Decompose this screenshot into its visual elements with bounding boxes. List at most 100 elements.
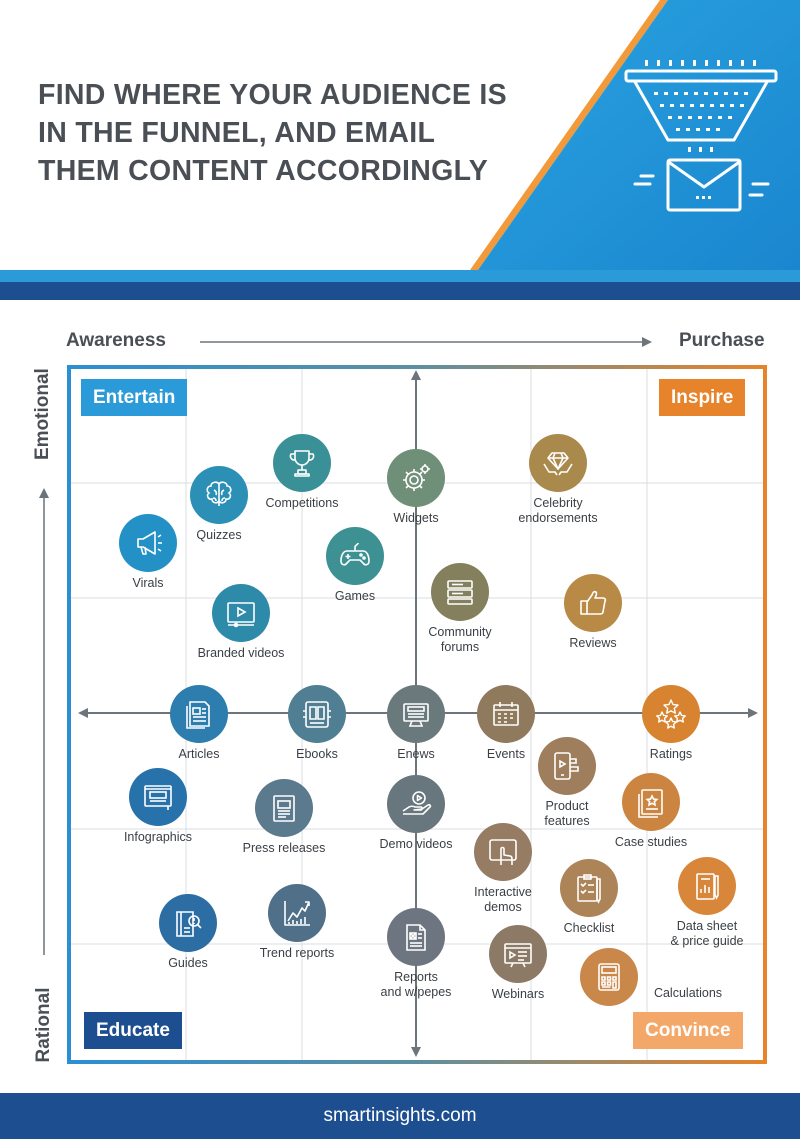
title-line: IN THE FUNNEL, AND EMAIL xyxy=(38,117,436,149)
content-node[interactable]: Ebooks xyxy=(237,685,397,762)
content-node[interactable]: Press releases xyxy=(204,779,364,856)
ebook-icon xyxy=(303,701,331,728)
quadrant-label-entertain: Entertain xyxy=(81,379,188,416)
node-circle xyxy=(129,768,187,826)
footer-site-link[interactable]: smartinsights.com xyxy=(323,1105,477,1126)
content-node[interactable]: Quizzes xyxy=(139,466,299,543)
checklist-icon xyxy=(577,874,601,904)
trend-chart-icon xyxy=(284,901,310,926)
axis-label-rational: Rational xyxy=(33,987,54,1063)
content-node[interactable]: Webinars xyxy=(438,925,598,1002)
node-label: Infographics xyxy=(123,830,193,844)
content-node[interactable]: Interactive demos xyxy=(423,823,583,914)
node-circle xyxy=(529,434,587,492)
content-node[interactable]: Demo videos xyxy=(336,775,496,852)
tablet-touch-icon xyxy=(489,839,517,865)
title-line: FIND WHERE YOUR AUDIENCE IS xyxy=(38,79,507,111)
content-node[interactable]: Community forums xyxy=(380,563,540,654)
content-node[interactable]: Widgets xyxy=(336,449,496,526)
phone-features-icon xyxy=(554,752,579,780)
content-node[interactable]: Reports and w/pepes xyxy=(336,908,496,999)
node-label: Events xyxy=(486,747,526,761)
webinar-icon xyxy=(504,943,532,968)
content-node[interactable]: Calculations xyxy=(540,948,722,1010)
axis-label-awareness: Awareness xyxy=(66,330,166,351)
funnel-icon xyxy=(624,69,778,212)
node-label: Articles xyxy=(178,747,220,761)
node-circle xyxy=(560,859,618,917)
node-label: Checklist xyxy=(563,921,615,935)
node-circle xyxy=(387,685,445,743)
diamond-hands-icon xyxy=(543,452,573,476)
content-node[interactable]: Data sheet & price guide xyxy=(627,857,787,948)
calendar-icon xyxy=(493,702,519,726)
content-node[interactable]: Case studies xyxy=(571,773,731,850)
node-circle xyxy=(387,449,445,507)
node-label: Reviews xyxy=(569,636,617,650)
node-label: Trend reports xyxy=(259,946,335,960)
node-circle xyxy=(387,775,445,833)
quadrant-label-inspire: Inspire xyxy=(659,379,746,416)
content-node[interactable]: Product features xyxy=(487,737,647,828)
gear-icon xyxy=(403,464,430,491)
node-label: Guides xyxy=(168,956,208,970)
case-study-icon xyxy=(638,789,663,818)
node-circle xyxy=(538,737,596,795)
content-node[interactable]: Reviews xyxy=(513,574,673,651)
gamepad-icon xyxy=(340,542,370,566)
report-icon xyxy=(406,924,426,951)
content-node[interactable]: Ratings xyxy=(591,685,751,762)
page-title: FIND WHERE YOUR AUDIENCE IS IN THE FUNNE… xyxy=(38,76,558,190)
content-node[interactable]: Games xyxy=(275,527,435,604)
data-sheet-icon xyxy=(696,873,719,900)
node-circle xyxy=(622,773,680,831)
node-label: Case studies xyxy=(614,835,688,849)
content-node[interactable]: Infographics xyxy=(78,768,238,845)
content-node[interactable]: Enews xyxy=(336,685,496,762)
stars-icon xyxy=(656,699,686,729)
axis-label-purchase: Purchase xyxy=(679,330,765,351)
node-label: Celebrity endorsements xyxy=(518,496,598,525)
node-label: Ebooks xyxy=(296,747,338,761)
node-circle xyxy=(268,884,326,942)
node-circle xyxy=(273,434,331,492)
content-node[interactable]: Virals xyxy=(68,514,228,591)
megaphone-icon xyxy=(137,531,162,555)
node-label: Widgets xyxy=(393,511,439,525)
node-label: Data sheet & price guide xyxy=(670,919,744,948)
newsletter-icon xyxy=(403,703,429,727)
content-node[interactable]: Branded videos xyxy=(161,584,321,661)
node-label: Demo videos xyxy=(379,837,453,851)
content-node[interactable]: Events xyxy=(426,685,586,762)
node-circle xyxy=(288,685,346,743)
node-circle xyxy=(642,685,700,743)
content-node[interactable]: Competitions xyxy=(222,434,382,511)
node-circle xyxy=(431,563,489,621)
demo-video-icon xyxy=(402,791,432,815)
node-circle xyxy=(489,925,547,983)
node-label: Press releases xyxy=(242,841,326,855)
node-label: Virals xyxy=(132,576,164,590)
video-player-icon xyxy=(227,602,255,628)
node-label: Enews xyxy=(397,747,435,761)
quadrant-label-educate: Educate xyxy=(84,1012,182,1049)
content-node[interactable]: Articles xyxy=(119,685,279,762)
node-circle xyxy=(190,466,248,524)
node-circle xyxy=(474,823,532,881)
node-circle xyxy=(170,685,228,743)
matrix-frame xyxy=(67,365,767,1064)
node-circle xyxy=(212,584,270,642)
thumbs-up-icon xyxy=(580,590,607,615)
content-node[interactable]: Trend reports xyxy=(217,884,377,961)
content-node[interactable]: Celebrity endorsements xyxy=(478,434,638,525)
node-label: Product features xyxy=(544,799,590,828)
trophy-icon xyxy=(289,450,315,477)
node-circle xyxy=(326,527,384,585)
node-label: Community forums xyxy=(428,625,492,654)
content-node[interactable]: Guides xyxy=(108,894,268,971)
node-label: Ratings xyxy=(649,747,693,761)
content-node[interactable]: Checklist xyxy=(509,859,669,936)
node-label: Interactive demos xyxy=(474,885,532,914)
node-circle xyxy=(387,908,445,966)
node-label: Reports and w/pepes xyxy=(380,970,452,999)
